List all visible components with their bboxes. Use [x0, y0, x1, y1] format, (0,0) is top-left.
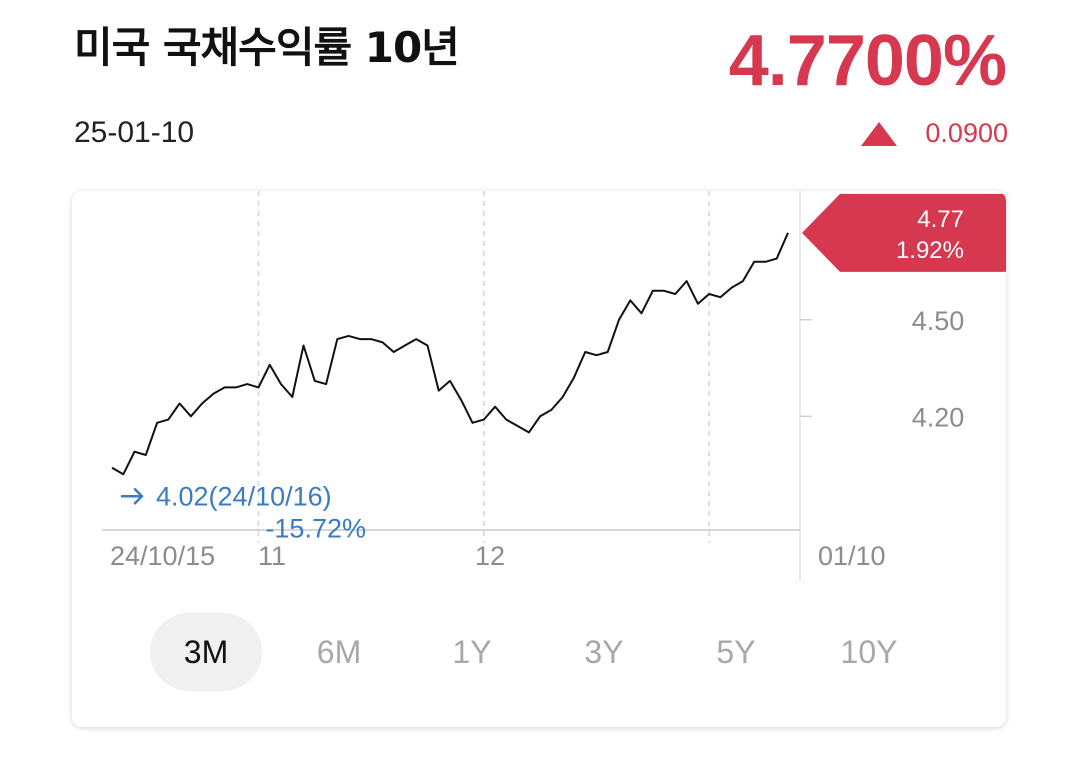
data-point: [526, 430, 531, 435]
tab-3y[interactable]: 3Y: [584, 633, 624, 670]
data-point: [121, 472, 126, 477]
price-change-value: 0.0900: [925, 118, 1008, 148]
data-point: [222, 385, 227, 390]
data-point: [628, 298, 633, 303]
data-point: [740, 279, 745, 284]
tab-5y[interactable]: 5Y: [716, 633, 756, 670]
y-tick-label-1: 4.20: [912, 402, 965, 432]
data-point: [380, 340, 385, 345]
low-arrow-icon: [120, 488, 144, 505]
data-point: [290, 395, 295, 400]
data-point: [695, 301, 700, 306]
last-value-flag: [802, 193, 1006, 272]
data-point: [256, 385, 261, 390]
data-point: [560, 395, 565, 400]
data-point: [470, 420, 475, 425]
current-price: 4.7700%: [728, 21, 1007, 101]
data-point: [177, 401, 182, 406]
data-point: [245, 382, 250, 387]
data-point: [493, 404, 498, 409]
data-point: [763, 259, 768, 264]
data-point: [301, 343, 306, 348]
x-tick-label-1: 11: [258, 541, 286, 571]
data-point: [729, 285, 734, 290]
data-point: [718, 295, 723, 300]
data-point: [459, 398, 464, 403]
data-point: [662, 288, 667, 293]
y-tick-label-0: 4.50: [912, 306, 965, 336]
data-point: [650, 288, 655, 293]
data-point: [110, 465, 115, 470]
tab-3m[interactable]: 3M: [150, 613, 262, 691]
data-point: [538, 414, 543, 419]
data-point: [166, 417, 171, 422]
data-point: [549, 407, 554, 412]
x-tick-label-2: 12: [475, 541, 505, 571]
data-point: [267, 362, 272, 367]
data-point: [211, 391, 216, 396]
data-point: [200, 401, 205, 406]
data-point: [143, 452, 148, 457]
tab-6m[interactable]: 6M: [316, 633, 362, 670]
low-value-percent: -15.72%: [265, 513, 366, 543]
data-point: [684, 279, 689, 284]
tab-10y[interactable]: 10Y: [840, 633, 898, 670]
chart-card: 4.50 4.20 24/10/15 11 12 01/10 4.77 1.92% 4.02(2…: [72, 191, 1006, 727]
quote-date: 25-01-10: [74, 116, 195, 149]
data-point: [786, 230, 791, 235]
data-point: [673, 292, 678, 297]
low-value-label: 4.02(24/10/16): [156, 481, 332, 511]
data-point: [752, 259, 757, 264]
data-point: [583, 349, 588, 354]
data-point: [571, 375, 576, 380]
data-point: [279, 382, 284, 387]
data-point: [504, 417, 509, 422]
data-point: [346, 333, 351, 338]
data-point: [155, 420, 160, 425]
data-point: [369, 337, 374, 342]
data-point: [425, 343, 430, 348]
data-point: [436, 388, 441, 393]
data-point: [335, 337, 340, 342]
last-value-percent: 1.92%: [896, 237, 964, 264]
price-change: 0.0900: [861, 118, 1008, 149]
period-tabs: 3M 6M 1Y 3Y 5Y 10Y: [72, 613, 1006, 691]
data-point: [448, 378, 453, 383]
page-title: 미국 국채수익률 10년: [74, 23, 460, 72]
data-point: [233, 385, 238, 390]
data-point: [324, 382, 329, 387]
x-tick-label-3: 01/10: [818, 541, 886, 571]
up-triangle-icon: [861, 121, 898, 146]
data-point: [774, 256, 779, 261]
data-point: [594, 353, 599, 358]
data-point: [312, 378, 317, 383]
data-point: [132, 449, 137, 454]
data-point: [188, 414, 193, 419]
data-point: [617, 317, 622, 322]
tab-1y[interactable]: 1Y: [452, 633, 492, 670]
last-value-label: 4.77: [917, 206, 964, 233]
data-point: [357, 337, 362, 342]
data-point: [639, 311, 644, 316]
x-tick-label-0: 24/10/15: [110, 541, 215, 571]
data-point: [707, 292, 712, 297]
data-point: [605, 349, 610, 354]
data-point: [481, 417, 486, 422]
yield-line-chart[interactable]: 4.50 4.20 24/10/15 11 12 01/10 4.77 1.92% 4.02(2…: [72, 191, 1006, 611]
data-point: [402, 343, 407, 348]
data-point: [515, 423, 520, 428]
data-point: [414, 337, 419, 342]
data-point: [391, 349, 396, 354]
series-line: [111, 232, 789, 476]
